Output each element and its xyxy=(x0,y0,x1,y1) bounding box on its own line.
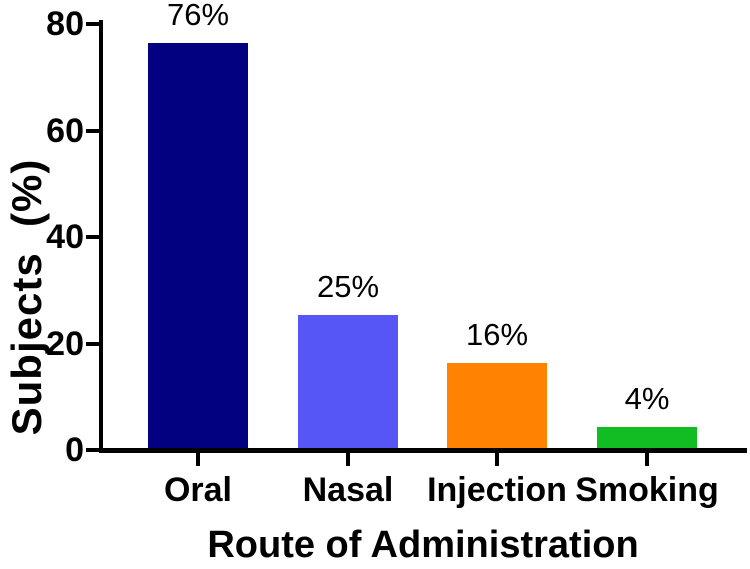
y-axis-title: Subjects (%) xyxy=(3,158,50,436)
bar-oral xyxy=(148,43,248,448)
x-axis-title: Route of Administration xyxy=(207,524,639,566)
y-tick-mark xyxy=(86,448,99,452)
bar-nasal xyxy=(298,315,398,448)
y-tick-label: 0 xyxy=(65,431,84,469)
x-tick-mark xyxy=(196,453,200,466)
x-tick-mark xyxy=(346,453,350,466)
category-label-smoking: Smoking xyxy=(575,471,719,509)
y-tick-label: 60 xyxy=(46,112,84,150)
y-axis-spine xyxy=(99,20,103,453)
y-tick-label: 80 xyxy=(46,5,84,43)
y-tick-mark xyxy=(86,235,99,239)
category-label-nasal: Nasal xyxy=(302,471,394,509)
bar-smoking xyxy=(597,427,697,448)
y-tick-mark xyxy=(86,129,99,133)
bar-value-label: 4% xyxy=(624,381,670,416)
x-tick-mark xyxy=(495,453,499,466)
y-tick-mark xyxy=(86,22,99,26)
y-tick-mark xyxy=(86,342,99,346)
bar-value-label: 25% xyxy=(316,269,380,304)
x-tick-mark xyxy=(645,453,649,466)
category-label-injection: Injection xyxy=(427,471,567,509)
bar-value-label: 16% xyxy=(465,317,529,352)
x-axis-baseline xyxy=(99,448,747,453)
bar-injection xyxy=(447,363,547,448)
y-tick-label: 20 xyxy=(46,325,84,363)
category-label-oral: Oral xyxy=(163,471,233,509)
y-tick-label: 40 xyxy=(46,218,84,256)
bar-value-label: 76% xyxy=(166,0,230,32)
